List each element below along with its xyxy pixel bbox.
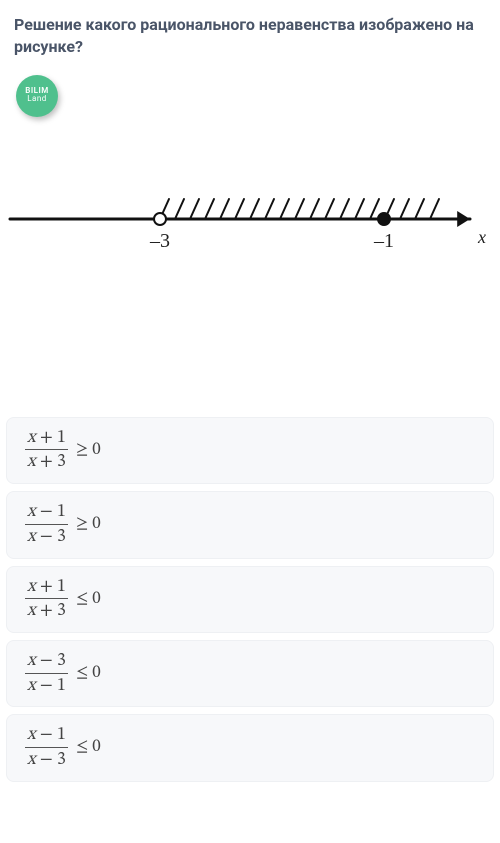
svg-text:x: x [477, 227, 486, 247]
question-text: Решение какого рационального неравенства… [0, 0, 500, 69]
fraction: x + 1x + 3 [25, 577, 68, 622]
denominator: x − 1 [25, 673, 68, 697]
relation: ≥ 0 [76, 514, 101, 535]
inequality-expression: x + 1x + 3 ≥ 0 [25, 428, 101, 473]
number-line-svg: –3 –1 x [4, 153, 496, 263]
denominator: x − 3 [25, 524, 68, 548]
answer-option-3[interactable]: x − 3x − 1 ≤ 0 [6, 640, 494, 707]
fraction: x − 1x − 3 [25, 725, 68, 770]
denominator: x + 3 [25, 449, 68, 473]
fraction: x − 1x − 3 [25, 502, 68, 547]
denominator: x − 3 [25, 747, 68, 771]
answer-option-1[interactable]: x − 1x − 3 ≥ 0 [6, 491, 494, 558]
relation: ≥ 0 [76, 440, 101, 461]
answer-option-2[interactable]: x + 1x + 3 ≤ 0 [6, 566, 494, 633]
answer-option-0[interactable]: x + 1x + 3 ≥ 0 [6, 417, 494, 484]
relation: ≤ 0 [76, 663, 101, 684]
svg-text:–3: –3 [149, 230, 170, 252]
bilim-land-logo: BILIM Land [16, 75, 58, 117]
answer-option-4[interactable]: x − 1x − 3 ≤ 0 [6, 714, 494, 781]
logo-area: BILIM Land [0, 69, 500, 117]
relation: ≤ 0 [76, 589, 101, 610]
logo-line2: Land [27, 95, 47, 104]
numerator: x − 3 [25, 651, 68, 673]
denominator: x + 3 [25, 598, 68, 622]
fraction: x + 1x + 3 [25, 428, 68, 473]
relation: ≤ 0 [76, 737, 101, 758]
svg-text:–1: –1 [373, 230, 394, 252]
inequality-expression: x − 1x − 3 ≥ 0 [25, 502, 101, 547]
inequality-expression: x + 1x + 3 ≤ 0 [25, 577, 101, 622]
fraction: x − 3x − 1 [25, 651, 68, 696]
numerator: x − 1 [25, 502, 68, 524]
number-line-diagram: –3 –1 x [0, 117, 500, 277]
numerator: x + 1 [25, 428, 68, 450]
numerator: x + 1 [25, 577, 68, 599]
inequality-expression: x − 3x − 1 ≤ 0 [25, 651, 101, 696]
answer-options: x + 1x + 3≥ 0x − 1x − 3≥ 0x + 1x + 3≤ 0x… [0, 277, 500, 782]
numerator: x − 1 [25, 725, 68, 747]
inequality-expression: x − 1x − 3 ≤ 0 [25, 725, 101, 770]
